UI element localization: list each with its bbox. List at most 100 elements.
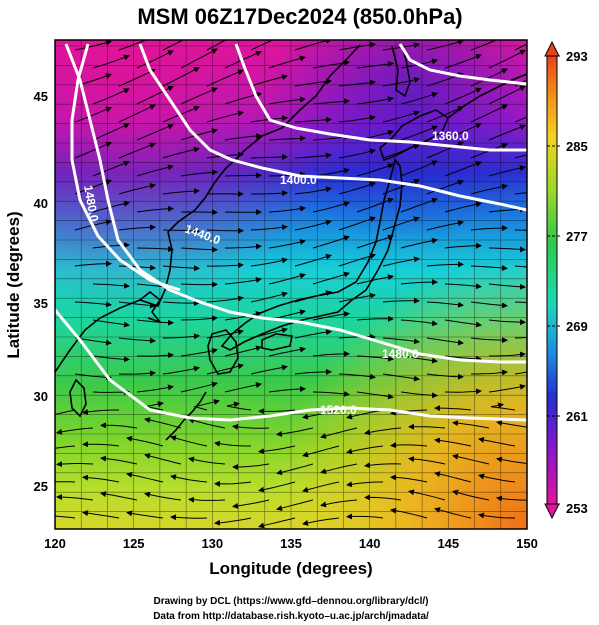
streamline xyxy=(92,282,130,289)
streamline xyxy=(268,55,306,69)
streamline xyxy=(170,435,208,447)
streamline xyxy=(188,496,226,503)
streamline xyxy=(338,148,376,159)
streamline xyxy=(312,271,350,285)
streamline xyxy=(400,355,438,364)
streamline xyxy=(434,405,472,412)
streamline xyxy=(188,417,226,429)
streamline xyxy=(470,183,508,195)
streamline xyxy=(206,262,244,269)
streamline xyxy=(55,409,76,416)
streamline xyxy=(118,337,156,344)
streamline xyxy=(55,481,76,483)
credit-drawing: Drawing by DCL (https://www.gfd–dennou.o… xyxy=(153,596,428,607)
streamline xyxy=(470,337,508,344)
streamline xyxy=(100,422,138,429)
streamline xyxy=(224,382,262,393)
streamline xyxy=(268,272,306,285)
streamline xyxy=(444,123,482,141)
y-tick-label: 45 xyxy=(34,89,48,104)
streamline xyxy=(356,315,394,322)
contour-label-1360: 1360.0 xyxy=(432,129,469,143)
streamline xyxy=(400,160,438,177)
streamline xyxy=(426,373,464,380)
streamline xyxy=(136,85,174,105)
streamline xyxy=(514,336,527,339)
streamline xyxy=(470,225,508,232)
colorbar-tick-label: 293 xyxy=(566,49,588,64)
streamline xyxy=(224,277,262,285)
streamline xyxy=(356,234,394,249)
streamline xyxy=(426,141,464,159)
streamline xyxy=(514,43,527,51)
y-axis-ticks: 25 30 35 40 45 xyxy=(34,89,48,494)
streamline xyxy=(74,106,112,123)
streamline xyxy=(118,68,156,87)
streamline xyxy=(426,301,464,308)
colorbar-scale xyxy=(546,55,558,505)
streamline xyxy=(444,242,482,249)
streamline xyxy=(320,499,358,508)
streamline xyxy=(250,153,288,160)
streamline xyxy=(82,510,120,519)
map-title: MSM 06Z17Dec2024 (850.0hPa) xyxy=(137,4,462,29)
streamline xyxy=(444,319,482,328)
streamline xyxy=(224,133,262,141)
streamline xyxy=(250,291,288,303)
streamline xyxy=(258,481,296,493)
x-tick-label: 125 xyxy=(123,536,145,551)
streamline xyxy=(346,409,384,420)
streamline xyxy=(258,408,296,415)
colorbar-tick-label: 253 xyxy=(566,501,588,516)
streamline xyxy=(126,471,164,483)
streamline xyxy=(382,256,420,267)
streamline xyxy=(346,513,384,520)
streamline xyxy=(488,85,526,105)
streamline xyxy=(470,104,508,123)
streamline xyxy=(162,333,200,340)
colorbar-min-arrow xyxy=(544,503,560,520)
streamline xyxy=(162,365,200,375)
streamline xyxy=(444,53,482,69)
streamline xyxy=(364,494,402,501)
streamline xyxy=(496,420,527,428)
streamline xyxy=(382,77,420,87)
streamline xyxy=(136,384,174,393)
streamline xyxy=(338,181,376,195)
streamline xyxy=(312,350,350,357)
streamline xyxy=(180,281,218,288)
plot-area: 1360.0 1400.0 1440.0 1480.0 1480.0 1520.… xyxy=(55,40,527,529)
streamline xyxy=(356,61,394,69)
x-tick-label: 130 xyxy=(201,536,223,551)
streamline xyxy=(180,209,218,216)
streamline xyxy=(214,480,252,487)
streamline xyxy=(82,441,120,448)
streamline xyxy=(92,319,130,328)
streamline xyxy=(312,98,350,105)
colorbar-tick-label: 277 xyxy=(566,229,588,244)
streamline xyxy=(408,489,446,501)
streamline xyxy=(74,141,112,159)
streamline xyxy=(276,427,314,437)
streamline xyxy=(488,383,526,393)
streamline xyxy=(489,351,526,358)
streamline xyxy=(434,507,472,519)
streamline xyxy=(224,172,262,179)
streamline xyxy=(180,87,218,105)
streamline xyxy=(514,265,527,268)
streamline xyxy=(100,455,138,465)
streamline xyxy=(452,489,490,501)
streamline xyxy=(356,197,394,213)
streamline xyxy=(276,463,314,476)
streamline xyxy=(268,385,306,393)
x-axis-ticks: 120 125 130 135 140 145 150 xyxy=(44,536,538,551)
streamline xyxy=(444,161,482,177)
streamline xyxy=(74,260,112,267)
streamline xyxy=(92,389,130,396)
streamline xyxy=(136,246,174,253)
streamline xyxy=(400,197,438,213)
streamline xyxy=(356,96,394,105)
streamline xyxy=(74,373,112,381)
streamline xyxy=(224,345,262,357)
streamline xyxy=(294,116,332,123)
